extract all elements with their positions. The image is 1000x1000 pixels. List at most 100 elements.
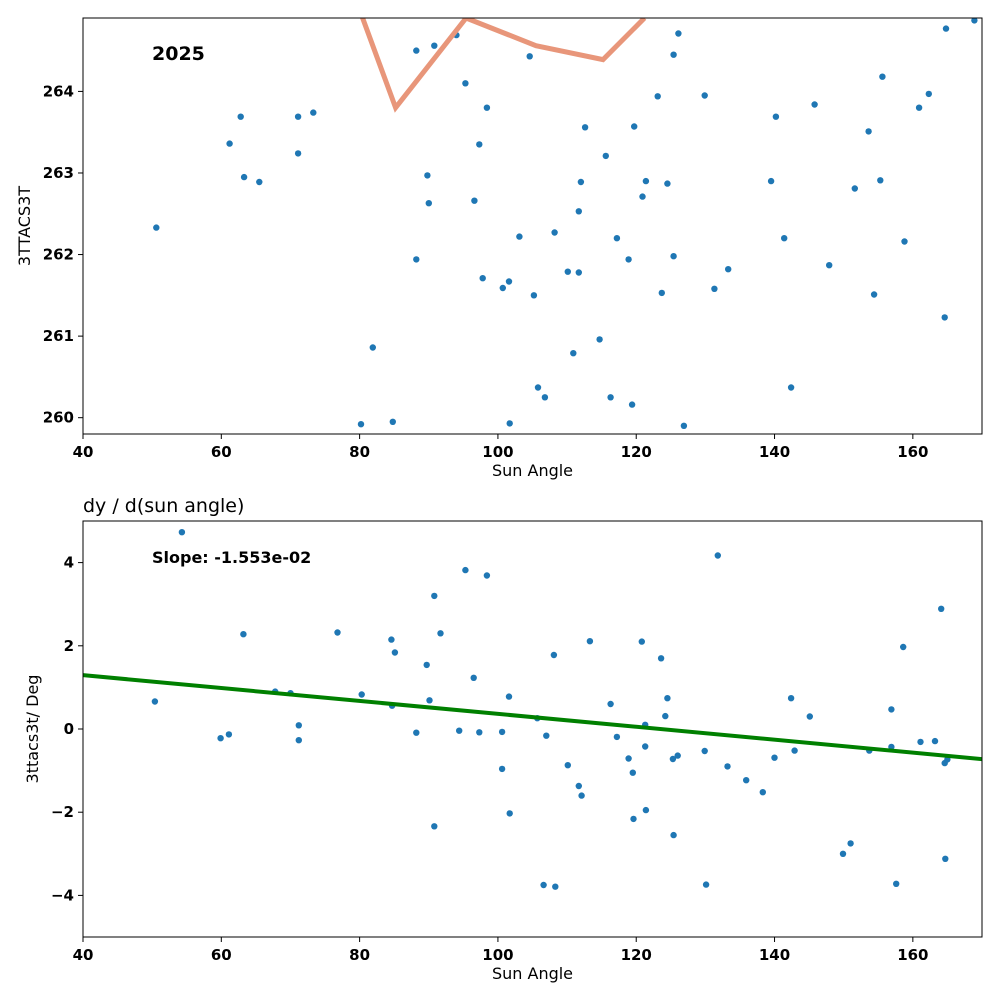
data-point-51 xyxy=(670,831,677,839)
y-tick-label: 2 xyxy=(64,637,74,655)
y-tick-label: 261 xyxy=(43,327,74,345)
data-point-8 xyxy=(357,421,365,428)
y-tick-label: 4 xyxy=(64,554,74,572)
data-point-41 xyxy=(625,256,632,263)
data-point-9 xyxy=(334,629,341,636)
data-point-46 xyxy=(642,806,650,814)
data-point-17 xyxy=(462,80,469,87)
data-point-7 xyxy=(295,722,302,729)
top-scatter-panel: 40 60 80 100 120 140 160 260 261 262 263 264 Sun Ang… xyxy=(15,17,983,480)
x-tick-label: 60 xyxy=(211,946,232,964)
data-point-62 xyxy=(806,713,813,720)
data-point-49 xyxy=(670,253,677,260)
data-point-56 xyxy=(724,763,731,770)
data-point-38 xyxy=(602,152,609,160)
data-point-50 xyxy=(669,755,677,763)
data-point-57 xyxy=(772,113,780,120)
data-point-2 xyxy=(237,113,244,120)
data-point-70 xyxy=(941,314,948,321)
data-point-31 xyxy=(564,268,571,275)
data-point-42 xyxy=(628,401,636,408)
data-point-56 xyxy=(767,177,775,185)
data-point-68 xyxy=(915,104,923,111)
data-point-61 xyxy=(791,747,798,754)
y-tick-label: 264 xyxy=(43,82,74,100)
data-point-21 xyxy=(483,104,491,111)
y-tick-label: −4 xyxy=(51,886,74,904)
data-point-22 xyxy=(499,284,506,292)
data-point-26 xyxy=(498,765,506,773)
data-point-40 xyxy=(613,235,621,242)
data-point-28 xyxy=(534,384,542,391)
data-point-33 xyxy=(575,208,582,215)
data-point-35 xyxy=(575,782,582,790)
data-point-39 xyxy=(607,394,614,401)
y-tick-label: 260 xyxy=(43,409,74,427)
data-point-3 xyxy=(225,731,233,738)
data-point-63 xyxy=(865,128,872,135)
x-tick-label: 140 xyxy=(759,946,790,964)
data-point-57 xyxy=(743,777,750,784)
data-point-10 xyxy=(389,418,396,425)
data-point-41 xyxy=(629,769,636,776)
data-point-66 xyxy=(888,706,895,713)
data-point-3 xyxy=(240,173,248,181)
data-point-18 xyxy=(431,823,438,830)
data-point-51 xyxy=(675,30,682,37)
data-point-17 xyxy=(431,592,438,600)
data-point-11 xyxy=(388,636,395,643)
points-group xyxy=(151,529,951,890)
data-point-37 xyxy=(596,336,603,343)
data-point-52 xyxy=(674,752,681,759)
data-point-22 xyxy=(470,674,477,681)
data-point-43 xyxy=(631,123,638,130)
data-point-32 xyxy=(550,651,558,659)
data-point-14 xyxy=(413,729,420,736)
data-point-44 xyxy=(639,193,646,200)
x-tick-label: 120 xyxy=(621,946,652,964)
data-point-13 xyxy=(391,649,399,656)
plot-frame xyxy=(82,17,983,435)
data-point-48 xyxy=(664,180,671,187)
data-point-5 xyxy=(294,113,302,120)
data-point-40 xyxy=(625,755,632,762)
data-point-30 xyxy=(551,229,558,236)
data-point-14 xyxy=(425,200,432,207)
y-tick-label: 262 xyxy=(43,246,74,264)
data-point-63 xyxy=(839,850,847,857)
data-point-2 xyxy=(217,735,224,742)
data-point-60 xyxy=(811,101,818,108)
data-point-23 xyxy=(505,278,513,285)
chart-title: dy / d(sun angle) xyxy=(83,495,244,517)
data-point-37 xyxy=(586,638,594,645)
data-point-58 xyxy=(759,789,766,796)
data-point-71 xyxy=(942,25,950,32)
x-tick-label: 140 xyxy=(759,443,790,461)
data-point-69 xyxy=(925,90,932,98)
data-point-4 xyxy=(240,631,247,638)
y-tick-label: −2 xyxy=(51,803,74,821)
data-point-25 xyxy=(516,233,523,240)
x-axis-label: Sun Angle xyxy=(492,461,573,480)
slope-scatter-panel: 40 60 80 100 120 140 160 −4 −2 0 2 4 Sun Angle 3ttacs… xyxy=(23,495,983,983)
plot-frame xyxy=(82,520,983,938)
data-point-1 xyxy=(226,140,233,147)
data-point-29 xyxy=(541,394,549,401)
y-tick-label: 0 xyxy=(64,720,74,738)
x-tick-label: 120 xyxy=(621,443,652,461)
x-tick-label: 100 xyxy=(482,946,513,964)
data-point-20 xyxy=(456,727,463,734)
data-point-24 xyxy=(506,420,513,427)
data-point-48 xyxy=(662,712,669,720)
data-point-72 xyxy=(938,605,945,612)
data-point-66 xyxy=(879,73,886,80)
data-point-28 xyxy=(506,810,513,817)
data-point-21 xyxy=(462,566,469,574)
data-point-53 xyxy=(701,747,708,755)
data-point-26 xyxy=(526,53,533,60)
data-point-19 xyxy=(437,630,444,637)
data-point-20 xyxy=(479,275,486,282)
data-point-16 xyxy=(426,697,433,704)
data-point-71 xyxy=(931,737,939,745)
